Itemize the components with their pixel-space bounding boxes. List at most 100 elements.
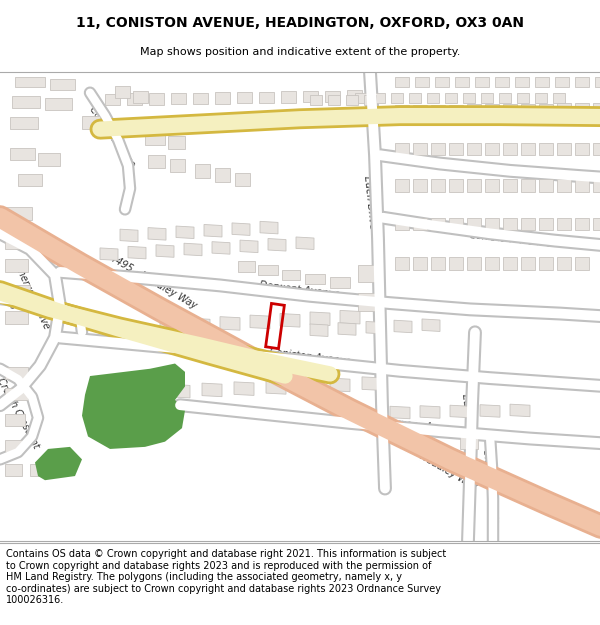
Text: Cherwell Drive: Cherwell Drive xyxy=(13,261,52,331)
Polygon shape xyxy=(575,77,589,88)
Polygon shape xyxy=(10,117,38,129)
Polygon shape xyxy=(170,159,185,172)
Polygon shape xyxy=(485,104,499,118)
Polygon shape xyxy=(395,77,409,88)
Polygon shape xyxy=(202,383,222,397)
Polygon shape xyxy=(5,367,28,379)
Polygon shape xyxy=(102,120,118,132)
Polygon shape xyxy=(10,148,35,161)
Polygon shape xyxy=(148,155,165,168)
Polygon shape xyxy=(38,153,60,166)
Bar xyxy=(266,303,284,349)
Polygon shape xyxy=(215,92,230,104)
Polygon shape xyxy=(485,142,499,155)
Text: Derwent Avenue: Derwent Avenue xyxy=(469,164,551,182)
Polygon shape xyxy=(395,105,409,119)
Polygon shape xyxy=(575,103,589,117)
Polygon shape xyxy=(463,92,475,103)
Polygon shape xyxy=(204,224,222,237)
Polygon shape xyxy=(595,77,600,88)
Polygon shape xyxy=(346,95,358,105)
Polygon shape xyxy=(232,223,250,236)
Polygon shape xyxy=(445,92,457,103)
Polygon shape xyxy=(521,258,535,270)
Polygon shape xyxy=(5,259,28,272)
Polygon shape xyxy=(449,258,463,270)
Text: Map shows position and indicative extent of the property.: Map shows position and indicative extent… xyxy=(140,47,460,57)
Polygon shape xyxy=(330,378,350,392)
Polygon shape xyxy=(422,319,440,331)
Polygon shape xyxy=(467,142,481,155)
Polygon shape xyxy=(149,93,164,104)
Text: Crotch Crescent: Crotch Crescent xyxy=(0,376,41,451)
Polygon shape xyxy=(575,179,589,192)
Polygon shape xyxy=(82,116,100,129)
Polygon shape xyxy=(521,104,535,118)
Polygon shape xyxy=(220,317,240,330)
Polygon shape xyxy=(409,92,421,103)
Polygon shape xyxy=(427,92,439,103)
Polygon shape xyxy=(259,91,274,103)
Polygon shape xyxy=(539,142,553,155)
Polygon shape xyxy=(413,258,427,270)
Polygon shape xyxy=(395,258,409,270)
Text: Coniston Avenue: Coniston Avenue xyxy=(268,348,352,368)
Polygon shape xyxy=(338,322,356,335)
Polygon shape xyxy=(5,414,25,426)
Polygon shape xyxy=(449,179,463,192)
Polygon shape xyxy=(515,77,529,88)
Polygon shape xyxy=(240,240,258,252)
Polygon shape xyxy=(280,314,300,327)
Polygon shape xyxy=(593,142,600,155)
Polygon shape xyxy=(168,136,185,149)
Polygon shape xyxy=(5,388,28,400)
Polygon shape xyxy=(193,92,208,104)
Polygon shape xyxy=(120,229,138,242)
Polygon shape xyxy=(355,92,367,103)
Polygon shape xyxy=(449,217,463,230)
Polygon shape xyxy=(358,292,376,311)
Polygon shape xyxy=(364,95,376,105)
Polygon shape xyxy=(127,93,142,105)
Polygon shape xyxy=(35,447,82,480)
Polygon shape xyxy=(12,96,40,108)
Text: Cofterne Close: Cofterne Close xyxy=(87,104,137,169)
Polygon shape xyxy=(366,321,384,334)
Polygon shape xyxy=(170,384,190,398)
Polygon shape xyxy=(184,243,202,256)
Polygon shape xyxy=(260,221,278,234)
Polygon shape xyxy=(539,217,553,230)
Polygon shape xyxy=(495,77,509,88)
Polygon shape xyxy=(395,179,409,192)
Polygon shape xyxy=(50,79,75,89)
Polygon shape xyxy=(539,104,553,117)
Polygon shape xyxy=(449,142,463,155)
Polygon shape xyxy=(395,142,409,155)
Polygon shape xyxy=(115,86,130,98)
Polygon shape xyxy=(215,168,230,182)
Polygon shape xyxy=(593,179,600,192)
Polygon shape xyxy=(235,173,250,186)
Polygon shape xyxy=(82,364,185,449)
Polygon shape xyxy=(190,318,210,332)
Polygon shape xyxy=(503,179,517,192)
Polygon shape xyxy=(250,315,270,329)
Polygon shape xyxy=(481,92,493,103)
Polygon shape xyxy=(100,248,118,261)
Polygon shape xyxy=(467,179,481,192)
Polygon shape xyxy=(362,377,382,391)
Polygon shape xyxy=(455,77,469,88)
Polygon shape xyxy=(431,105,445,118)
Polygon shape xyxy=(521,217,535,230)
Polygon shape xyxy=(234,382,254,396)
Polygon shape xyxy=(503,142,517,155)
Polygon shape xyxy=(330,277,350,288)
Polygon shape xyxy=(420,406,440,418)
Polygon shape xyxy=(499,92,511,103)
Polygon shape xyxy=(258,264,278,275)
Polygon shape xyxy=(160,320,180,333)
Polygon shape xyxy=(467,258,481,270)
Polygon shape xyxy=(503,104,517,118)
Polygon shape xyxy=(475,77,489,88)
Polygon shape xyxy=(517,92,529,103)
